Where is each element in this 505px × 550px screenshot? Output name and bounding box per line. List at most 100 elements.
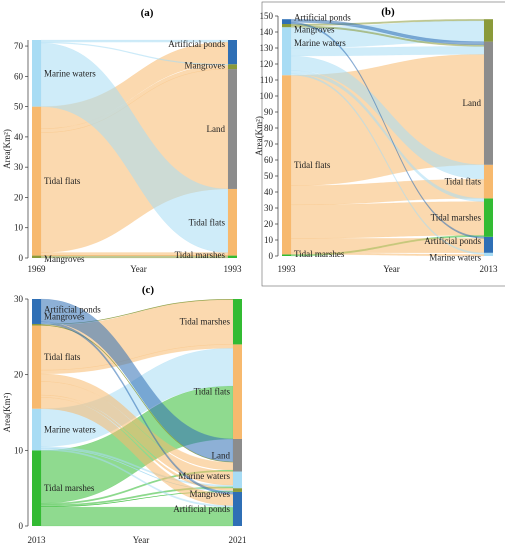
node-label-right-artificial-ponds: Artificial ponds	[424, 236, 481, 246]
node-labels: Tidal marshes Tidal flats Marine waters Man…	[294, 13, 482, 263]
node-label-left-tidal-marshes: Tidal marshes	[44, 483, 95, 493]
node-right-artificial-ponds	[484, 236, 493, 253]
y-axis: 0 10 20 30 40 50 60 70 Area(Km²)	[2, 40, 29, 263]
year-end-label: 2021	[229, 535, 247, 545]
sankey-panel-2: Tidal marshes Tidal flats Marine waters Man…	[254, 1, 505, 287]
y-tick-label: 0	[19, 521, 24, 531]
panel-title: (a)	[141, 7, 154, 19]
node-label-right-tidal-marshes: Tidal marshes	[175, 250, 226, 260]
y-axis: 0 10 20 30 40 50 60 70 80 90 100 110 120 130 140 150 Are…	[254, 11, 279, 261]
node-label-right-tidal-flats: Tidal flats	[445, 177, 482, 187]
panel-title: (b)	[381, 6, 395, 18]
node-left-marine-waters	[282, 27, 291, 76]
node-label-right-tidal-marshes: Tidal marshes	[431, 213, 482, 223]
year-start-label: 2013	[28, 535, 47, 545]
flow-marine-waters-to-mangroves	[40, 448, 234, 492]
y-tick-label: 10	[264, 235, 274, 245]
year-end-label: 1993	[224, 264, 243, 274]
y-tick-label: 110	[260, 75, 274, 85]
node-labels: Tidal marshes Marine waters Tidal flats Man…	[44, 304, 230, 513]
node-left-artificial-ponds	[32, 299, 41, 324]
y-tick-label: 10	[14, 445, 24, 455]
node-label-right-mangroves: Mangroves	[185, 61, 226, 71]
node-left-marine-waters	[32, 408, 41, 451]
y-tick-label: 10	[14, 223, 24, 233]
y-tick-label: 90	[264, 107, 274, 117]
flows	[40, 39, 229, 259]
node-left-tidal-marshes	[282, 254, 291, 256]
node-label-right-marine-waters: Marine waters	[429, 252, 481, 262]
node-label-left-marine-waters: Marine waters	[44, 68, 96, 78]
node-label-left-tidal-flats: Tidal flats	[294, 160, 331, 170]
sankey-panel-3: Tidal marshes Marine waters Tidal flats Man…	[2, 284, 247, 545]
year-start-label: 1969	[28, 264, 47, 274]
node-right-tidal-flats	[228, 188, 237, 256]
x-axis-label: Year	[133, 535, 150, 545]
node-right-tidal-flats	[233, 344, 242, 439]
y-tick-label: 40	[264, 187, 274, 197]
node-labels: Mangroves Tidal flats Marine waters Tidal m…	[44, 39, 225, 264]
y-tick-label: 30	[14, 162, 24, 172]
y-tick-label: 0	[269, 251, 274, 261]
node-right-marine-waters	[233, 471, 242, 489]
node-left-mangroves	[32, 323, 41, 326]
node-right-tidal-marshes	[228, 255, 237, 258]
y-axis: 0 10 20 30 Area(Km²)	[2, 294, 29, 531]
node-right-mangroves	[484, 19, 493, 42]
node-right-tidal-flats	[484, 164, 493, 199]
flows	[290, 18, 485, 257]
y-tick-label: 60	[264, 155, 274, 165]
y-tick-label: 60	[14, 71, 24, 81]
node-right-land	[233, 438, 242, 472]
node-right-tidal-marshes	[484, 198, 493, 237]
node-left-tidal-marshes	[32, 450, 41, 526]
y-tick-label: 140	[260, 27, 274, 37]
y-tick-label: 120	[260, 59, 274, 69]
y-tick-label: 30	[14, 294, 24, 304]
node-left-mangroves	[32, 255, 41, 258]
node-label-left-mangroves: Mangroves	[294, 25, 335, 35]
node-label-left-marine-waters: Marine waters	[294, 38, 346, 48]
node-right-tidal-marshes	[233, 299, 242, 345]
nodes	[282, 19, 493, 256]
node-right-mangroves	[228, 64, 237, 70]
y-tick-label: 130	[260, 43, 274, 53]
y-tick-label: 50	[14, 102, 24, 112]
node-label-right-artificial-ponds: Artificial ponds	[168, 39, 225, 49]
y-tick-label: 20	[264, 219, 274, 229]
node-right-artificial-ponds	[228, 40, 237, 65]
y-tick-label: 70	[14, 41, 24, 51]
year-start-label: 1993	[278, 264, 297, 274]
node-left-tidal-flats	[282, 75, 291, 255]
y-tick-label: 100	[260, 91, 274, 101]
x-axis: 1993 2013 Year	[278, 264, 499, 274]
x-axis-label: Year	[130, 264, 147, 274]
node-left-marine-waters	[32, 40, 41, 107]
y-tick-label: 20	[14, 370, 24, 380]
y-axis-label: Area(Km²)	[254, 116, 264, 156]
nodes	[32, 40, 237, 258]
nodes	[32, 299, 242, 526]
node-left-mangroves	[282, 24, 291, 28]
node-label-right-tidal-flats: Tidal flats	[189, 217, 226, 227]
node-label-right-tidal-flats: Tidal flats	[194, 387, 231, 397]
node-left-tidal-flats	[32, 106, 41, 256]
node-label-left-marine-waters: Marine waters	[44, 425, 96, 435]
node-label-right-artificial-ponds: Artificial ponds	[173, 504, 230, 514]
node-label-right-marine-waters: Marine waters	[178, 471, 230, 481]
y-tick-label: 80	[264, 123, 274, 133]
year-end-label: 2013	[480, 264, 499, 274]
flows	[40, 298, 234, 527]
node-label-left-tidal-marshes: Tidal marshes	[294, 249, 345, 259]
node-right-artificial-ponds	[233, 491, 242, 526]
y-axis-label: Area(Km²)	[2, 129, 12, 169]
node-right-land	[484, 41, 493, 165]
sankey-panel-1: Mangroves Tidal flats Marine waters Tidal m…	[2, 7, 242, 274]
x-axis: 1969 1993 Year	[28, 264, 243, 274]
node-label-left-mangroves: Mangroves	[44, 254, 85, 264]
panel-title: (c)	[142, 284, 155, 296]
y-axis-label: Area(Km²)	[2, 393, 12, 433]
x-axis: 2013 2021 Year	[28, 535, 247, 545]
x-axis-label: Year	[383, 264, 400, 274]
